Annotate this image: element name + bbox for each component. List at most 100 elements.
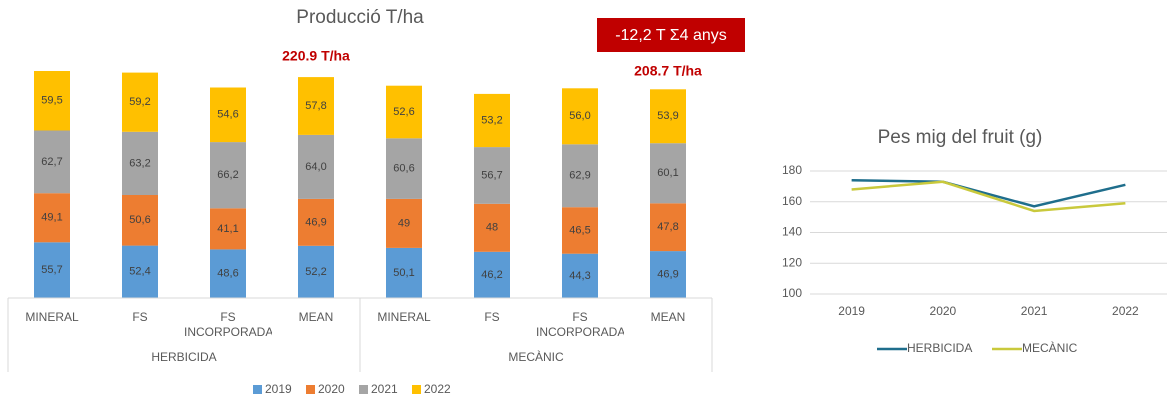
legend-swatch <box>412 385 421 394</box>
data-label: 55,7 <box>41 264 62 276</box>
line-series <box>851 178 1126 208</box>
x-tick-label-box: MINERAL <box>25 310 79 324</box>
x-tick-label: 2020 <box>930 304 957 318</box>
data-label: 62,9 <box>569 170 590 182</box>
bar-segment <box>298 198 334 246</box>
bar-segment <box>122 245 158 298</box>
x-tick-label: FS INCORPORADA <box>536 310 624 339</box>
data-label: 53,9 <box>657 110 678 122</box>
data-label: 48 <box>486 222 498 234</box>
data-label: 59,2 <box>129 96 150 108</box>
bar-segment <box>562 88 598 145</box>
data-label: 44,3 <box>569 270 590 282</box>
line-series <box>851 180 1126 213</box>
data-label: 52,2 <box>305 266 326 278</box>
data-label: 47,8 <box>657 221 678 233</box>
y-tick-label: 160 <box>782 194 802 208</box>
bar-segment <box>386 138 422 199</box>
legend-swatch <box>253 385 262 394</box>
x-tick-label: 2019 <box>838 304 865 318</box>
x-tick-label-box: FS INCORPORADA <box>536 310 624 339</box>
bar-segment <box>34 193 70 243</box>
bar-segment <box>562 253 598 298</box>
bar-segment <box>650 143 686 204</box>
line-title: Pes mig del fruit (g) <box>878 127 1043 148</box>
bar-segment <box>386 198 422 248</box>
data-label: 60,1 <box>657 167 678 179</box>
legend-label: 2020 <box>318 382 345 396</box>
data-label: 52,4 <box>129 266 150 278</box>
legend-swatch <box>359 385 368 394</box>
bar-segment <box>474 251 510 298</box>
bar-segment <box>210 249 246 298</box>
annotation: -12,2 T Σ4 anys <box>615 27 727 44</box>
legend-label: HERBICIDA <box>907 341 972 355</box>
x-tick-label: FS <box>132 310 148 324</box>
data-label: 46,9 <box>305 216 326 228</box>
bar-segment <box>298 245 334 298</box>
x-tick-label: FS INCORPORADA <box>184 310 272 339</box>
x-tick-label: 2022 <box>1112 304 1139 318</box>
bar-segment <box>650 251 686 298</box>
x-tick-label-box: FS <box>132 310 148 324</box>
bar-segment <box>210 208 246 250</box>
bar-segment <box>122 195 158 246</box>
data-label: 59,5 <box>41 95 62 107</box>
bar-segment <box>474 203 510 252</box>
bar-segment <box>650 203 686 252</box>
bar-segment <box>562 144 598 208</box>
y-tick-label: 100 <box>782 286 802 300</box>
annotation-box <box>597 18 745 52</box>
data-label: 49,1 <box>41 212 62 224</box>
bar-segment <box>298 134 334 199</box>
x-tick-label: 2021 <box>1021 304 1048 318</box>
data-label: 63,2 <box>129 157 150 169</box>
data-label: 66,2 <box>217 169 238 181</box>
data-label: 64,0 <box>305 161 326 173</box>
bar-segment <box>210 87 246 143</box>
x-tick-label: MINERAL <box>377 310 431 324</box>
y-tick-label: 120 <box>782 255 802 269</box>
bar-segment <box>386 85 422 139</box>
bar-segment <box>562 207 598 254</box>
legend-label: 2022 <box>424 382 451 396</box>
bar-segment <box>650 89 686 144</box>
bar-title: Producció T/ha <box>296 7 424 28</box>
annotation: 220.9 T/ha <box>282 48 350 64</box>
x-tick-label: MEAN <box>650 310 686 324</box>
data-label: 50,1 <box>393 267 414 279</box>
legend-label: 2019 <box>265 382 292 396</box>
x-tick-label-box: MEAN <box>299 310 334 324</box>
data-label: 50,6 <box>129 214 150 226</box>
x-tick-label-box: FS <box>484 310 500 324</box>
bar-segment <box>34 242 70 298</box>
x-tick-label-box: MINERAL <box>377 310 431 324</box>
bar-segment <box>122 131 158 195</box>
y-tick-label: 140 <box>782 225 802 239</box>
x-tick-label-box: FS INCORPORADA <box>184 310 272 339</box>
data-label: 46,9 <box>657 268 678 280</box>
group-label: HERBICIDA <box>151 350 216 364</box>
data-label: 56,0 <box>569 110 590 122</box>
bar-segment <box>34 130 70 194</box>
legend-swatch <box>306 385 315 394</box>
bar-segment <box>474 93 510 148</box>
bar-segment <box>386 247 422 298</box>
data-label: 46,5 <box>569 224 590 236</box>
bar-segment <box>122 72 158 132</box>
data-label: 56,7 <box>481 169 502 181</box>
data-label: 53,2 <box>481 114 502 126</box>
y-tick-label: 180 <box>782 163 802 177</box>
x-tick-label: FS <box>484 310 500 324</box>
x-tick-label: MINERAL <box>25 310 79 324</box>
data-label: 54,6 <box>217 109 238 121</box>
data-label: 49 <box>398 217 410 229</box>
data-label: 41,1 <box>217 223 238 235</box>
data-label: 52,6 <box>393 106 414 118</box>
data-label: 46,2 <box>481 269 502 281</box>
bar-segment <box>210 142 246 209</box>
legend-label: 2021 <box>371 382 398 396</box>
data-label: 57,8 <box>305 100 326 112</box>
group-label: MECÀNIC <box>508 349 564 364</box>
